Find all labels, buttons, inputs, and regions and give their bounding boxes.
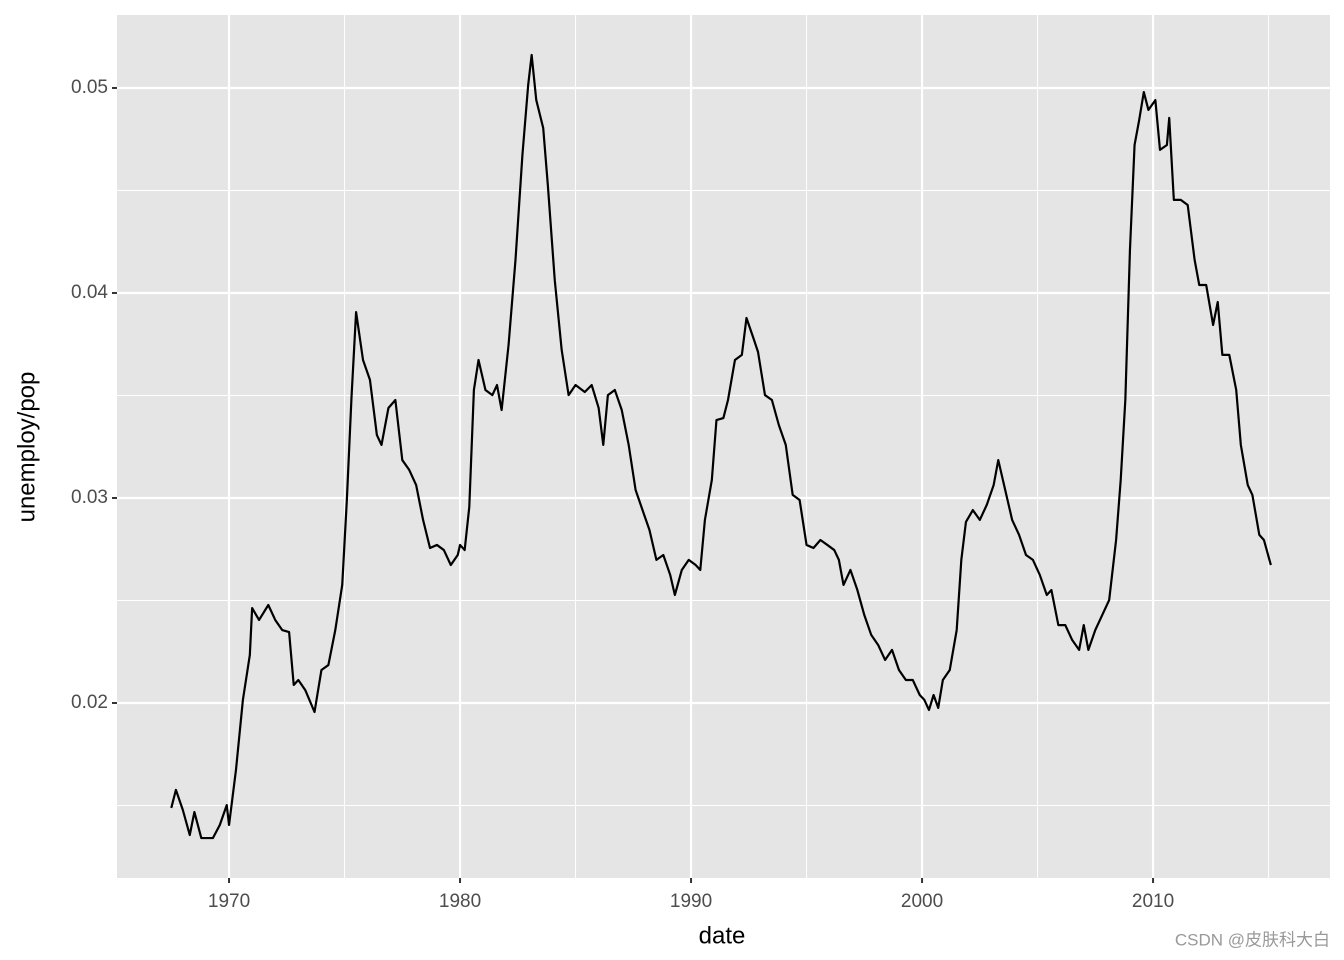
y-tick-label: 0.02: [71, 692, 108, 713]
y-tick-label: 0.05: [71, 77, 108, 98]
panel: [117, 15, 1330, 878]
y-tick-label: 0.04: [71, 282, 108, 303]
line: [170, 53, 1272, 840]
y-axis-title: unemploy/pop: [13, 372, 40, 523]
x-tick-label: 1980: [439, 891, 481, 912]
watermark: CSDN @皮肤科大白: [1175, 930, 1330, 949]
x-axis-title: date: [699, 922, 746, 949]
x-tick-label: 1990: [670, 891, 712, 912]
y-tick-label: 0.03: [71, 487, 108, 508]
x-tick-label: 2010: [1132, 891, 1174, 912]
x-tick-label: 2000: [901, 891, 943, 912]
x-tick-label: 1970: [208, 891, 250, 912]
